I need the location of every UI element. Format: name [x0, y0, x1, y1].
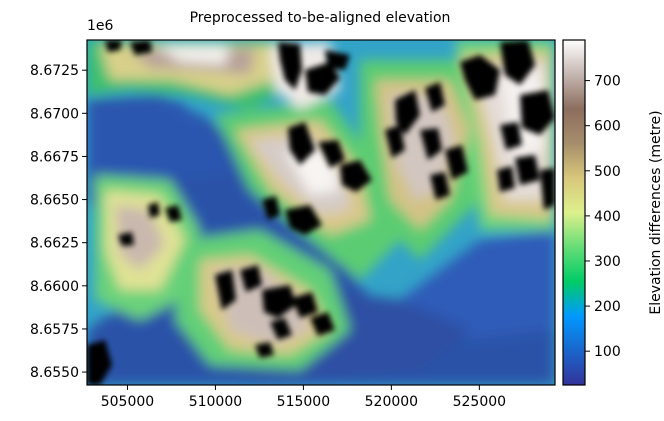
y-tick-label: 8.6600: [30, 279, 79, 295]
colorbar-gradient: [562, 39, 586, 386]
plot-frame: [86, 39, 556, 386]
colorbar-tick-label: 100: [594, 344, 621, 360]
colorbar-tick-label: 600: [594, 119, 621, 135]
x-axis: 505000 510000 515000 520000 525000: [101, 385, 506, 410]
y-tick-label: 8.6650: [30, 193, 79, 209]
colorbar-ticks: 100 200 300 400 500 600 700: [585, 74, 621, 360]
colorbar-tick-label: 200: [594, 299, 621, 315]
y-tick-label: 8.6700: [30, 106, 79, 122]
y-axis: 8.6550 8.6575 8.6600 8.6625 8.6650 8.6675 8.67…: [30, 63, 87, 381]
y-offset-label: 1e6: [87, 18, 114, 34]
colorbar-tick-label: 500: [594, 164, 621, 180]
y-tick-label: 8.6550: [30, 365, 79, 381]
y-tick-label: 8.6725: [30, 63, 79, 79]
terrain-shading: [87, 40, 555, 385]
x-tick-label: 510000: [189, 394, 242, 410]
colorbar-tick-label: 700: [594, 74, 621, 90]
x-tick-label: 505000: [101, 394, 154, 410]
y-tick-label: 8.6575: [30, 322, 79, 338]
nodata-mask: [87, 40, 555, 385]
colorbar-tick-label: 300: [594, 254, 621, 270]
colorbar: 100 200 300 400 500 600 700 Elevation differen…: [562, 39, 664, 386]
chart-title: Preprocessed to-be-aligned elevation: [190, 10, 451, 26]
y-tick-label: 8.6675: [30, 149, 79, 165]
x-tick-label: 520000: [365, 394, 418, 410]
y-tick-label: 8.6625: [30, 236, 79, 252]
colorbar-tick-label: 400: [594, 209, 621, 225]
x-tick-label: 525000: [453, 394, 506, 410]
x-tick-label: 515000: [277, 394, 330, 410]
elevation-heatmap: [87, 40, 555, 385]
colorbar-label: Elevation differences (metre): [648, 110, 664, 314]
